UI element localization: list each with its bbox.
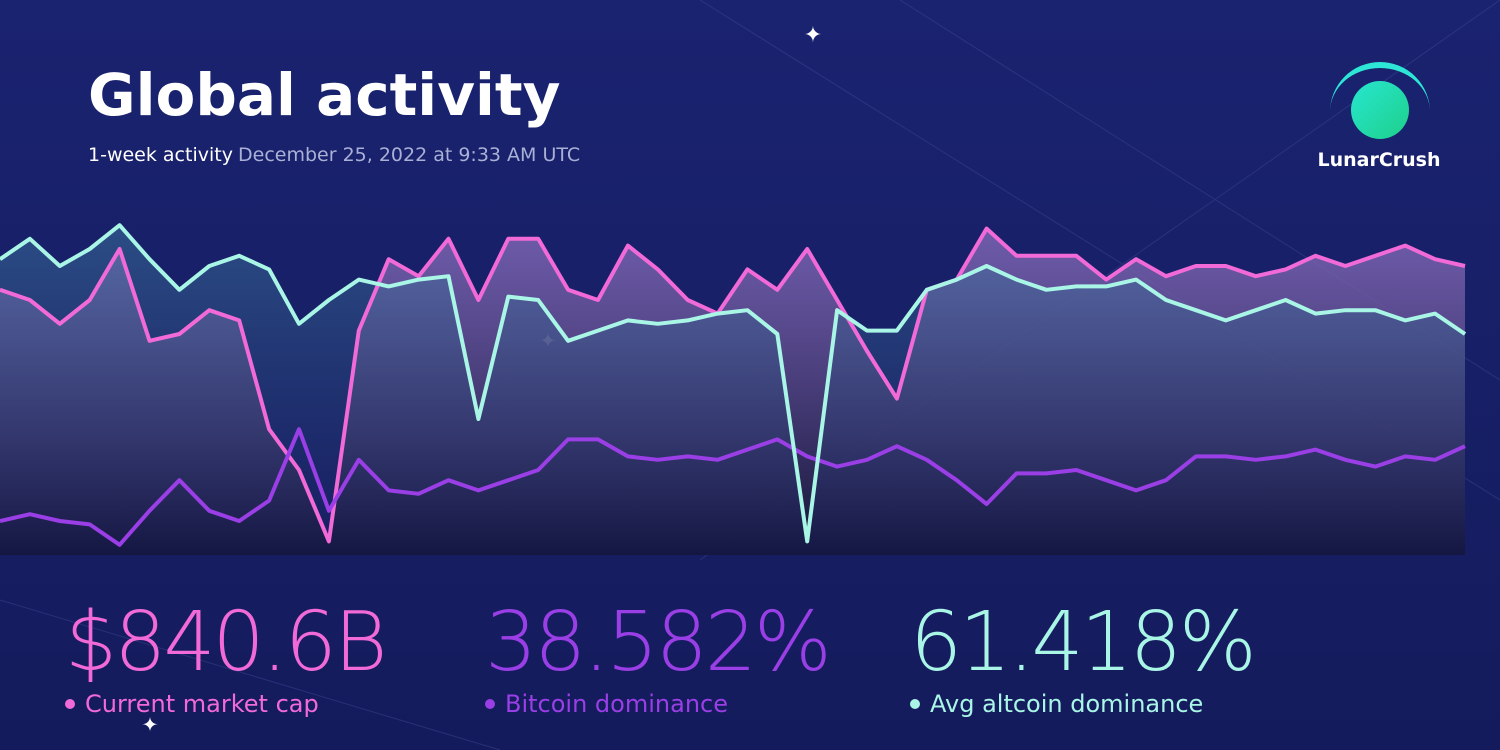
series-line [0, 223, 1467, 544]
legend-dot [65, 699, 75, 709]
sparkle: ✦ [142, 713, 159, 737]
series-line [0, 226, 1466, 544]
date: December 25, 2022 at 9:33 AM UTC [238, 144, 580, 166]
legend-label: Bitcoin dominance [505, 690, 728, 718]
stat-value: 38.582% [485, 595, 829, 690]
legend-label: Avg altcoin dominance [930, 690, 1203, 718]
legend-dot [485, 699, 495, 709]
sparkle: ✦ [804, 23, 822, 48]
brand: LunarCrush [1317, 149, 1440, 171]
plot [0, 223, 1467, 555]
logo-circle [1351, 81, 1409, 139]
title: Global activity [88, 61, 560, 129]
subtitle: 1-week activity [88, 144, 233, 166]
legend-label: Current market cap [85, 690, 319, 718]
series-line [0, 427, 1466, 547]
stat-value: 61.418% [910, 595, 1254, 690]
stat-value: $840.6B [65, 595, 385, 690]
legend-dot [910, 699, 920, 709]
